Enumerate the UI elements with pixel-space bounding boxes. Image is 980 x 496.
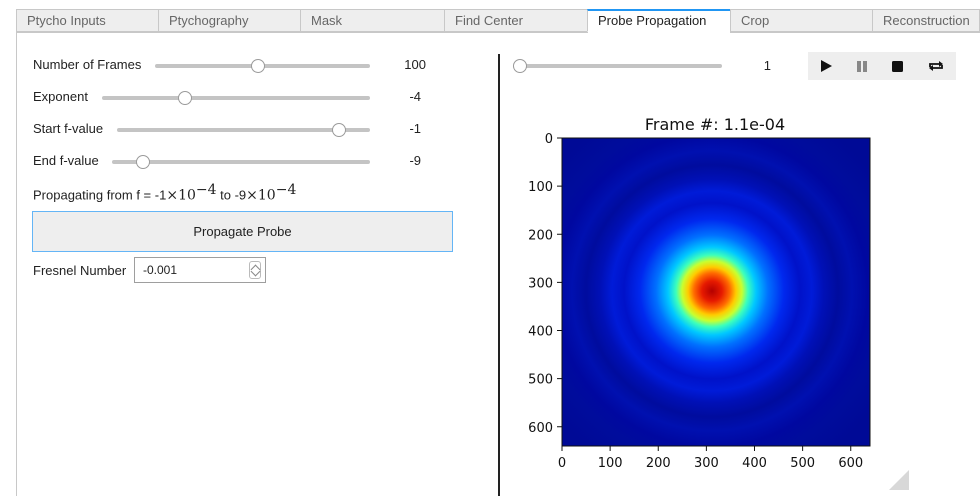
tab-crop[interactable]: Crop bbox=[730, 9, 873, 32]
y-tick-label: 300 bbox=[528, 276, 553, 291]
times-sign: × bbox=[166, 187, 179, 204]
player-controls bbox=[808, 52, 956, 80]
start-f-slider[interactable] bbox=[117, 128, 370, 132]
y-tick-label: 400 bbox=[528, 325, 553, 340]
tab-label: Crop bbox=[741, 13, 770, 28]
plot-frame bbox=[561, 137, 871, 447]
y-tick-label: 500 bbox=[528, 373, 553, 388]
spinner-icon[interactable] bbox=[249, 261, 261, 279]
active-tab-gap bbox=[588, 32, 730, 33]
probe-heatmap bbox=[562, 138, 870, 446]
loop-icon bbox=[929, 61, 943, 71]
tab-ptychography[interactable]: Ptychography bbox=[158, 9, 301, 32]
loop-button[interactable] bbox=[916, 52, 956, 80]
start-f-slider-handle[interactable] bbox=[332, 123, 347, 137]
fresnel-number-input[interactable]: -0.001 bbox=[134, 257, 266, 283]
exponent-slider-handle[interactable] bbox=[178, 91, 193, 105]
tab-reconstruction[interactable]: Reconstruction bbox=[872, 9, 980, 32]
stop-button[interactable] bbox=[880, 52, 916, 80]
exponent-slider[interactable] bbox=[102, 96, 370, 100]
frames-label: Number of Frames bbox=[33, 57, 142, 72]
play-button[interactable] bbox=[808, 52, 844, 80]
tab-label: Reconstruction bbox=[883, 13, 970, 28]
propagate-probe-label: Propagate Probe bbox=[193, 224, 292, 239]
power-base: 10 bbox=[178, 187, 196, 204]
tab-ptycho-inputs[interactable]: Ptycho Inputs bbox=[16, 9, 159, 32]
tab-bar: Ptycho Inputs Ptychography Mask Find Cen… bbox=[16, 9, 980, 33]
panel-divider bbox=[498, 54, 500, 496]
tab-label: Ptycho Inputs bbox=[27, 13, 106, 28]
tab-label: Probe Propagation bbox=[598, 13, 707, 28]
start-f-value: -1 bbox=[409, 121, 421, 136]
fresnel-number-value: -0.001 bbox=[143, 263, 178, 277]
end-f-slider[interactable] bbox=[112, 160, 370, 164]
propagating-text: Propagating from f = -1×10−4 to -9×10−4 bbox=[33, 182, 296, 203]
times-sign: × bbox=[246, 187, 258, 204]
exponent-label: Exponent bbox=[33, 89, 88, 104]
y-tick-label: 0 bbox=[545, 132, 553, 147]
y-tick-label: 200 bbox=[528, 228, 553, 243]
end-f-label: End f-value bbox=[33, 153, 99, 168]
x-tick-label: 0 bbox=[558, 456, 566, 471]
panel-border-left bbox=[16, 32, 17, 496]
x-tick-label: 600 bbox=[838, 456, 863, 471]
resize-handle-icon bbox=[889, 470, 909, 490]
plot-title: Frame #: 1.1e-04 bbox=[644, 115, 786, 134]
x-axis: 0 100 200 300 400 500 600 bbox=[558, 446, 863, 471]
tab-label: Mask bbox=[311, 13, 343, 28]
end-f-value: -9 bbox=[409, 153, 421, 168]
panel-border-top bbox=[16, 32, 980, 33]
x-tick-label: 200 bbox=[646, 456, 671, 471]
tab-probe-propagation[interactable]: Probe Propagation bbox=[587, 9, 731, 32]
tab-find-center[interactable]: Find Center bbox=[444, 9, 588, 32]
propagating-prefix: Propagating from f = -1 bbox=[33, 187, 167, 203]
stop-icon bbox=[892, 61, 903, 72]
player-slider-handle[interactable] bbox=[513, 59, 527, 73]
x-tick-label: 400 bbox=[742, 456, 767, 471]
pause-icon bbox=[857, 61, 867, 72]
pause-button[interactable] bbox=[844, 52, 880, 80]
power-base: 10 bbox=[257, 187, 276, 204]
start-f-label: Start f-value bbox=[33, 121, 104, 136]
power-exponent-end: −4 bbox=[275, 182, 297, 198]
exponent-value: -4 bbox=[409, 89, 421, 104]
fresnel-number-label: Fresnel Number bbox=[33, 263, 127, 278]
y-tick-label: 100 bbox=[528, 180, 553, 195]
power-exponent-start: −4 bbox=[195, 182, 217, 198]
propagate-probe-button[interactable]: Propagate Probe bbox=[32, 211, 453, 252]
tab-label: Ptychography bbox=[169, 13, 249, 28]
player-value: 1 bbox=[763, 58, 771, 73]
x-tick-label: 500 bbox=[790, 456, 815, 471]
tab-label: Find Center bbox=[455, 13, 523, 28]
y-tick-label: 600 bbox=[528, 421, 553, 436]
x-tick-label: 300 bbox=[694, 456, 719, 471]
end-f-slider-handle[interactable] bbox=[136, 155, 151, 169]
x-tick-label: 100 bbox=[598, 456, 623, 471]
y-axis: 0 100 200 300 400 500 600 bbox=[528, 132, 562, 436]
frames-slider-handle[interactable] bbox=[251, 59, 266, 73]
tab-mask[interactable]: Mask bbox=[300, 9, 445, 32]
play-icon bbox=[821, 60, 832, 72]
propagating-mid: to -9 bbox=[216, 187, 247, 203]
player-slider[interactable] bbox=[513, 64, 722, 68]
frames-value: 100 bbox=[404, 57, 426, 72]
